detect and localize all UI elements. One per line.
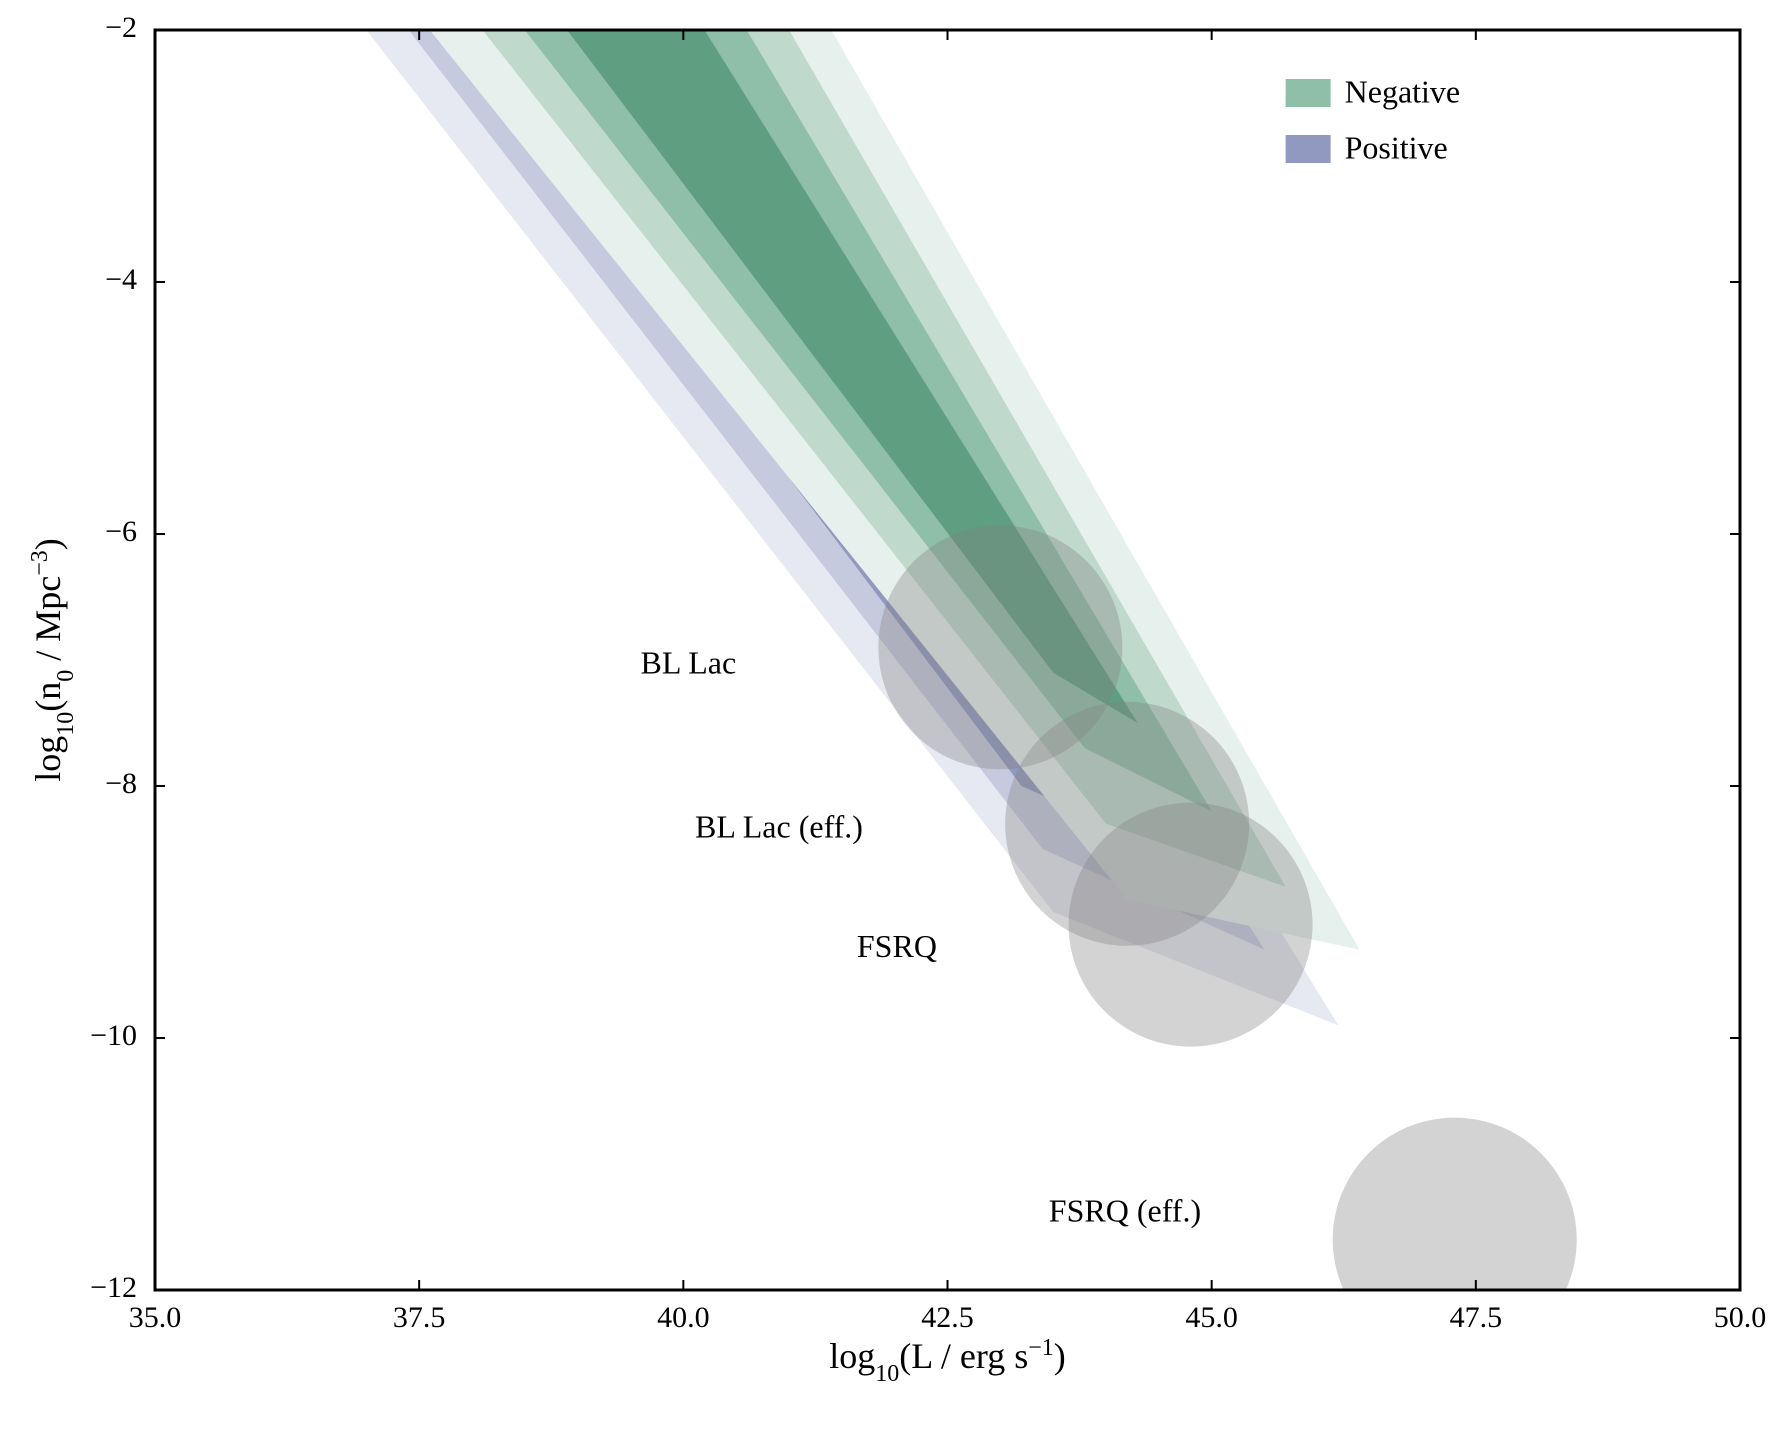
y-tick-label: −12 xyxy=(90,1271,137,1304)
y-tick-label: −8 xyxy=(105,767,137,800)
annotation: FSRQ (eff.) xyxy=(1049,1193,1201,1229)
annotation: BL Lac (eff.) xyxy=(695,808,863,844)
x-tick-label: 35.0 xyxy=(129,1301,182,1334)
source-marker xyxy=(1069,803,1313,1047)
x-tick-label: 45.0 xyxy=(1185,1301,1238,1334)
annotation: FSRQ xyxy=(857,928,937,964)
legend-swatch xyxy=(1286,135,1331,163)
x-tick-label: 50.0 xyxy=(1714,1301,1767,1334)
y-tick-label: −6 xyxy=(105,515,137,548)
y-tick-label: −4 xyxy=(105,263,137,296)
legend-label: Positive xyxy=(1345,129,1448,165)
x-tick-label: 40.0 xyxy=(657,1301,710,1334)
y-axis-label: log10(n0 / Mpc−3) xyxy=(27,538,79,782)
x-tick-label: 47.5 xyxy=(1450,1301,1503,1334)
x-tick-label: 42.5 xyxy=(921,1301,974,1334)
legend-swatch xyxy=(1286,79,1331,107)
legend-label: Negative xyxy=(1345,73,1461,109)
x-tick-label: 37.5 xyxy=(393,1301,446,1334)
y-tick-label: −10 xyxy=(90,1019,137,1052)
y-tick-label: −2 xyxy=(105,11,137,44)
annotation: BL Lac xyxy=(641,645,737,681)
x-axis-label: log10(L / erg s−1) xyxy=(829,1335,1066,1387)
